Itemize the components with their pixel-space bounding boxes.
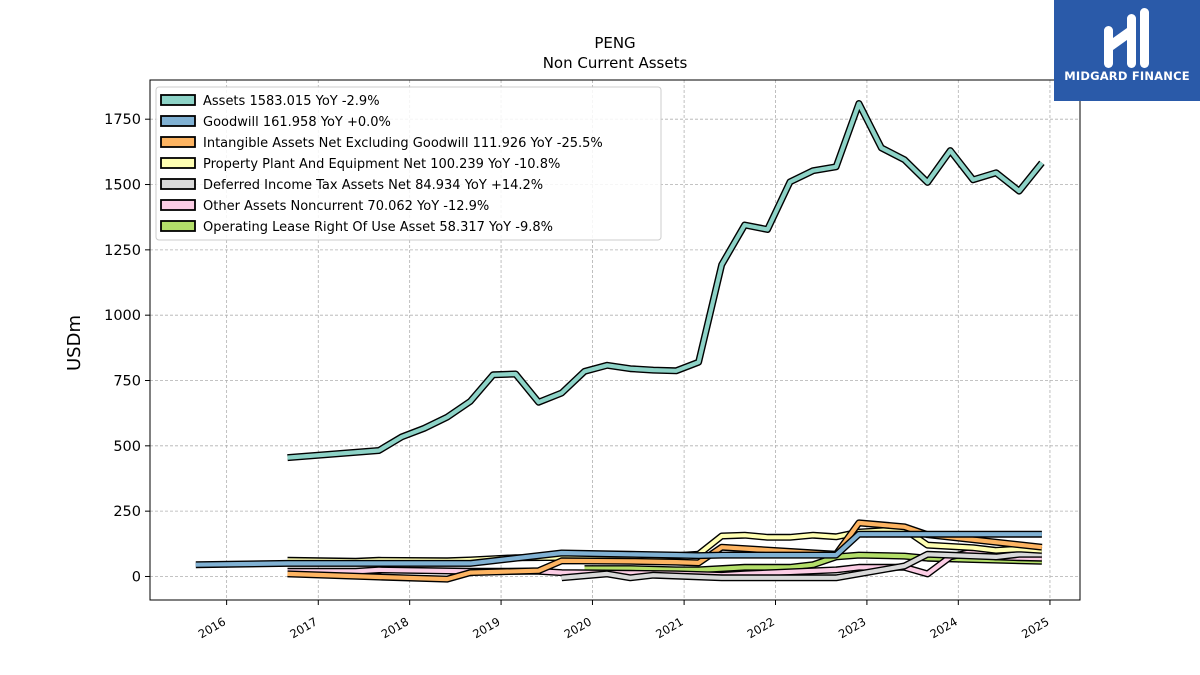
legend-entry: Property Plant And Equipment Net 100.239… — [203, 157, 560, 172]
y-tick-label: 500 — [113, 439, 141, 455]
y-tick-label: 250 — [113, 504, 141, 520]
legend-swatch — [160, 136, 196, 148]
series-intangible-assets-net-excluding-goodwill — [287, 519, 1043, 583]
y-tick-label: 0 — [132, 569, 141, 585]
series-assets — [287, 100, 1045, 462]
y-tick-label: 1750 — [104, 112, 141, 128]
legend-entry: Goodwill 161.958 YoY +0.0% — [203, 115, 391, 130]
x-tick-label: 2025 — [1019, 614, 1051, 641]
x-tick-label: 2022 — [745, 614, 777, 641]
x-tick-label: 2023 — [836, 614, 868, 641]
legend-swatch — [160, 178, 196, 190]
series-layer — [195, 100, 1045, 583]
chart-title: PENG — [594, 34, 635, 52]
series-deferred-income-tax-assets-net — [561, 550, 1042, 582]
legend-swatch — [160, 199, 196, 211]
x-tick-label: 2018 — [379, 614, 411, 641]
plot-frame — [149, 79, 1081, 601]
legend-swatch — [160, 115, 196, 127]
legend-entry: Intangible Assets Net Excluding Goodwill… — [203, 136, 603, 151]
y-tick-label: 1000 — [104, 308, 141, 324]
legend-box — [155, 86, 662, 241]
logo-mark-icon — [1104, 8, 1149, 68]
x-tick-label: 2019 — [470, 614, 502, 641]
legend-entry: Assets 1583.015 YoY -2.9% — [203, 94, 380, 109]
y-tick-label: 1250 — [104, 243, 141, 259]
legend-swatch — [160, 94, 196, 106]
legend-entry: Other Assets Noncurrent 70.062 YoY -12.9… — [203, 199, 489, 214]
legend-swatch — [160, 220, 196, 232]
y-tick-label: 750 — [113, 374, 141, 390]
series-goodwill — [195, 530, 1042, 569]
x-tick-label: 2017 — [287, 614, 319, 641]
x-tick-label: 2016 — [196, 614, 228, 641]
legend-swatch — [160, 157, 196, 169]
legend-entry: Operating Lease Right Of Use Asset 58.31… — [203, 220, 553, 235]
series-line — [287, 101, 1044, 460]
legend: Assets 1583.015 YoY -2.9% Goodwill 161.95… — [155, 86, 662, 241]
series-line — [287, 520, 1043, 582]
series-line — [195, 532, 1042, 567]
x-tick-label: 2021 — [653, 614, 685, 641]
series-line — [561, 552, 1042, 580]
y-tick-label: 1500 — [104, 178, 141, 194]
logo-text: MIDGARD FINANCE — [1064, 69, 1190, 83]
x-tick-label: 2024 — [927, 614, 959, 641]
midgard-finance-logo: MIDGARD FINANCE — [1054, 0, 1200, 101]
x-tick-label: 2020 — [562, 614, 594, 641]
chart-subtitle: Non Current Assets — [543, 54, 688, 72]
legend-entry: Deferred Income Tax Assets Net 84.934 Yo… — [203, 178, 543, 193]
y-axis-label: USDm — [64, 315, 85, 371]
